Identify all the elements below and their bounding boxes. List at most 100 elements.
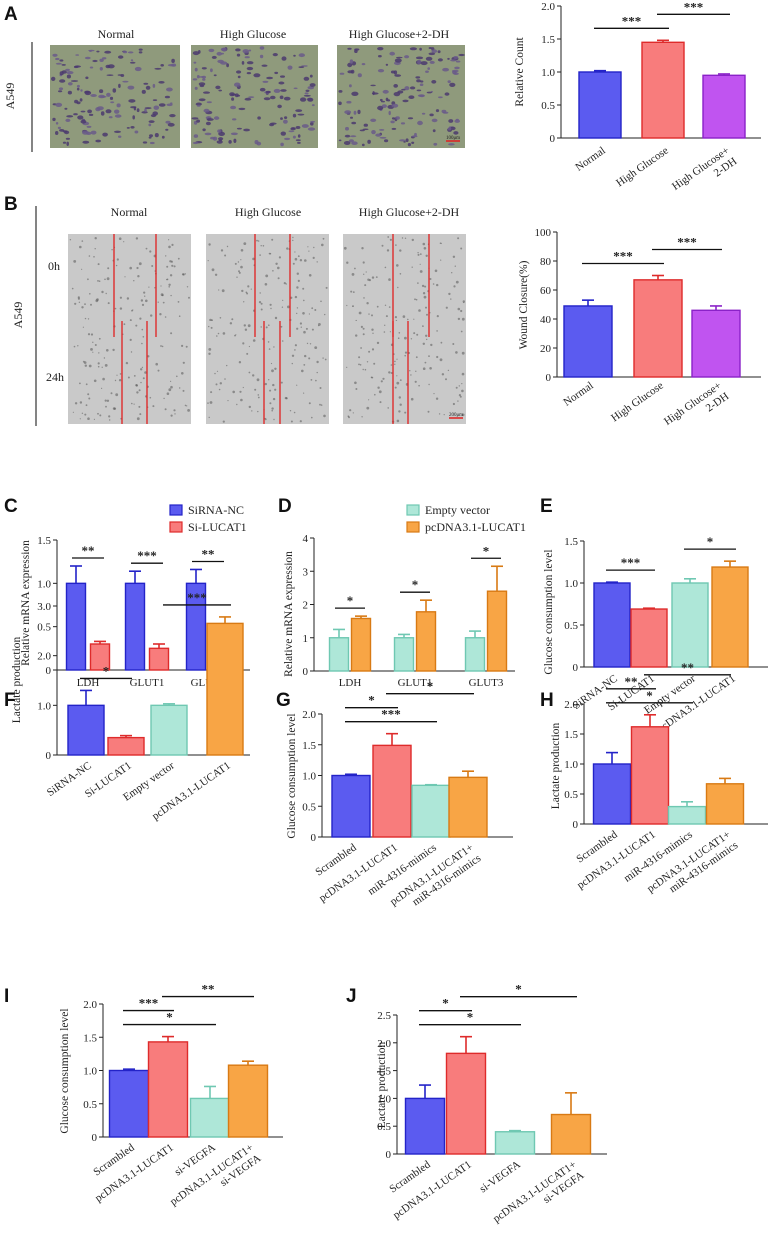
scratch-dot bbox=[119, 307, 123, 310]
scratch-dot bbox=[396, 381, 400, 385]
scratch-dot bbox=[390, 364, 393, 366]
cell-dot bbox=[431, 80, 437, 84]
scratch-dot bbox=[269, 303, 272, 306]
scratch-dot bbox=[150, 314, 153, 317]
cell-dot bbox=[387, 99, 391, 102]
y-tick-label: 1.0 bbox=[37, 578, 51, 590]
scratch-dot bbox=[445, 306, 448, 309]
scratch-dot bbox=[303, 364, 306, 366]
cell-dot bbox=[248, 49, 252, 52]
scratch-dot bbox=[324, 358, 327, 361]
scratch-dot bbox=[296, 327, 299, 330]
cell-dot bbox=[454, 66, 460, 70]
bar bbox=[107, 736, 145, 756]
scratch-dot bbox=[87, 417, 90, 421]
cell-dot bbox=[138, 51, 143, 54]
scratch-dot bbox=[409, 370, 411, 372]
cell-dot bbox=[77, 115, 84, 120]
scratch-dot bbox=[160, 345, 162, 347]
bar bbox=[227, 1064, 269, 1138]
cell-dot bbox=[421, 112, 426, 115]
scratch-dot bbox=[396, 358, 398, 360]
scratch-dot bbox=[139, 413, 142, 416]
scratch-dot bbox=[84, 303, 86, 305]
scratch-dot bbox=[232, 390, 235, 394]
scratch-dot bbox=[454, 265, 456, 267]
cell-dot bbox=[192, 141, 199, 145]
scratch-dot bbox=[112, 348, 115, 352]
x-tick-label: LDH bbox=[339, 677, 362, 689]
cell-dot bbox=[385, 63, 389, 66]
scratch-dot bbox=[84, 364, 88, 367]
significance-label: *** bbox=[139, 996, 159, 1011]
scratch-dot bbox=[144, 295, 146, 297]
x-tick-label-line: Normal bbox=[561, 380, 595, 409]
scratch-dot bbox=[285, 283, 287, 285]
x-tick-label-line: Normal bbox=[573, 145, 607, 174]
bar bbox=[550, 1113, 592, 1155]
scratch-dot bbox=[149, 250, 152, 253]
bar bbox=[67, 704, 105, 756]
scratch-dot bbox=[262, 245, 265, 247]
scratch-dot bbox=[308, 357, 311, 360]
scratch-dot bbox=[90, 348, 93, 351]
cell-dot bbox=[380, 100, 385, 103]
scratch-dot bbox=[396, 264, 399, 267]
cell-dot bbox=[409, 47, 417, 51]
scratch-dot bbox=[97, 365, 100, 368]
scratch-dot bbox=[455, 386, 458, 389]
scratch-dot bbox=[119, 296, 122, 299]
bar bbox=[372, 744, 412, 838]
scratch-dot bbox=[397, 337, 400, 340]
significance-label: * bbox=[166, 1010, 173, 1025]
scratch-dot bbox=[135, 324, 138, 327]
scratch-dot bbox=[214, 372, 216, 375]
scratch-dot bbox=[422, 242, 426, 246]
cell-dot bbox=[442, 67, 449, 72]
significance-label: * bbox=[707, 534, 714, 549]
scratch-dot bbox=[251, 410, 253, 412]
legend-d-label-pcdna: pcDNA3.1-LUCAT1 bbox=[425, 520, 526, 534]
cell-dot bbox=[202, 78, 206, 81]
cell-dot bbox=[89, 66, 94, 69]
scratch-dot bbox=[312, 256, 315, 259]
scratch-dot bbox=[209, 401, 213, 404]
scratch-dot bbox=[208, 325, 210, 328]
significance-label: *** bbox=[137, 548, 157, 563]
cell-dot bbox=[114, 109, 120, 114]
cell-dot bbox=[420, 61, 428, 66]
cell-dot bbox=[75, 54, 80, 56]
scratch-dot bbox=[299, 259, 303, 262]
cell-dot bbox=[117, 74, 123, 76]
y-tick-label: 1.5 bbox=[541, 34, 555, 46]
cell-dot bbox=[55, 102, 63, 107]
y-axis-label: Relative Count bbox=[514, 37, 526, 107]
scratch-dot bbox=[273, 346, 275, 348]
cell-dot bbox=[265, 90, 271, 94]
y-tick-label: 0 bbox=[573, 662, 579, 674]
cell-dot bbox=[108, 116, 113, 119]
y-tick-label: 0.5 bbox=[564, 789, 578, 801]
cell-dot bbox=[55, 62, 62, 65]
scratch-dot bbox=[227, 400, 229, 402]
micrograph-panel-b: A549 Normal High Glucose High Glucose+2-… bbox=[11, 205, 466, 426]
significance-label: ** bbox=[82, 543, 95, 558]
scratch-dot bbox=[455, 280, 459, 284]
cell-dot bbox=[343, 141, 351, 145]
cell-dot bbox=[367, 139, 371, 144]
scratch-dot bbox=[275, 262, 278, 265]
scratch-dot bbox=[361, 416, 363, 418]
scratch-dot bbox=[241, 289, 244, 293]
scratch-dot bbox=[373, 362, 376, 365]
cell-dot bbox=[106, 92, 111, 97]
cell-dot bbox=[416, 89, 422, 92]
cell-dot bbox=[55, 57, 60, 61]
cell-dot bbox=[234, 82, 241, 87]
scratch-dot bbox=[379, 401, 382, 404]
cell-dot bbox=[118, 55, 124, 59]
cell-dot bbox=[73, 65, 78, 69]
scale-bar-b-label: 200μm bbox=[449, 413, 463, 418]
scratch-dot bbox=[439, 242, 442, 244]
x-tick-label: si-VEGFA bbox=[477, 1159, 522, 1196]
scratch-texture bbox=[207, 322, 327, 423]
